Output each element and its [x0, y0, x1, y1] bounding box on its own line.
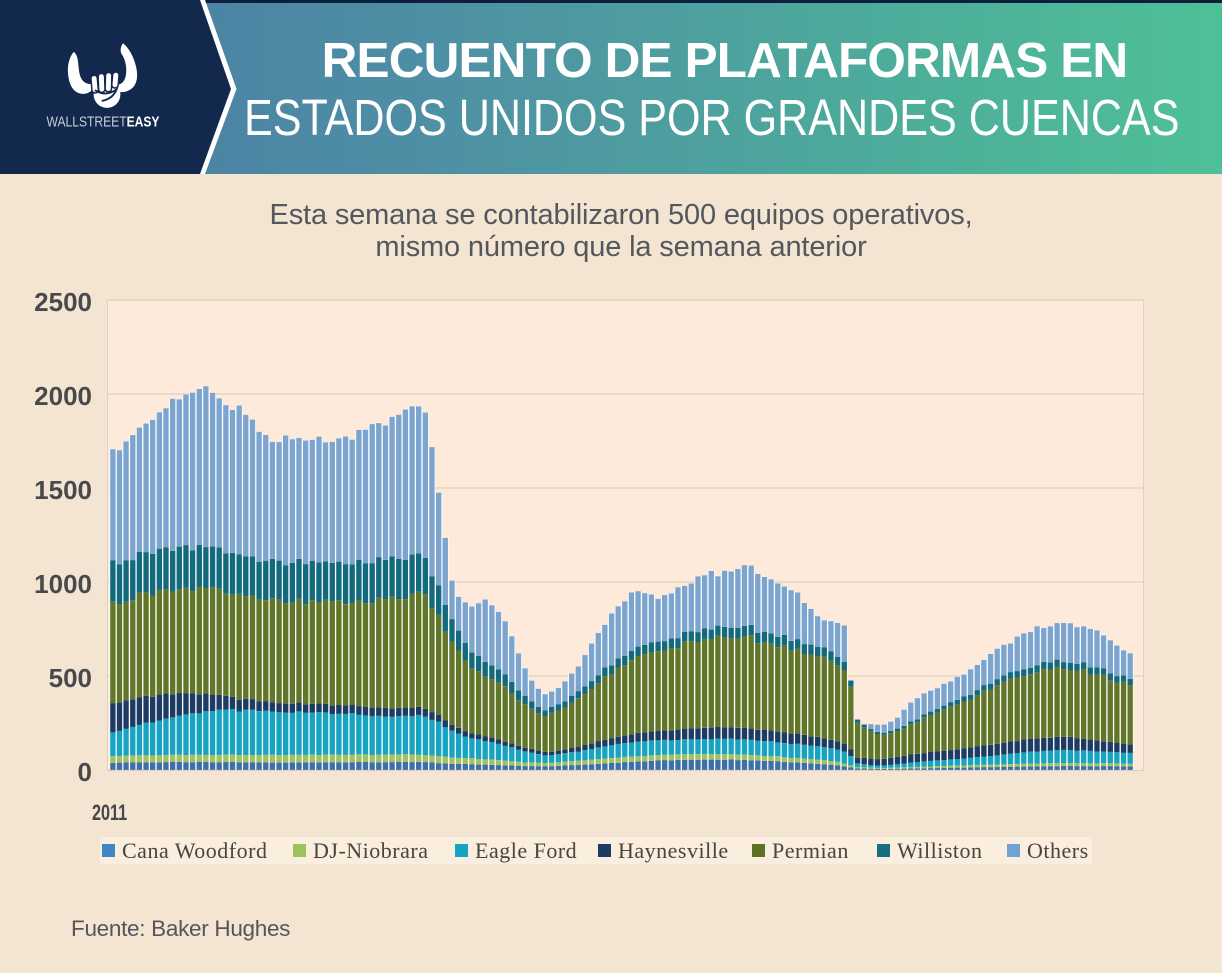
svg-text:WALLSTREETEASY: WALLSTREETEASY: [47, 115, 160, 131]
